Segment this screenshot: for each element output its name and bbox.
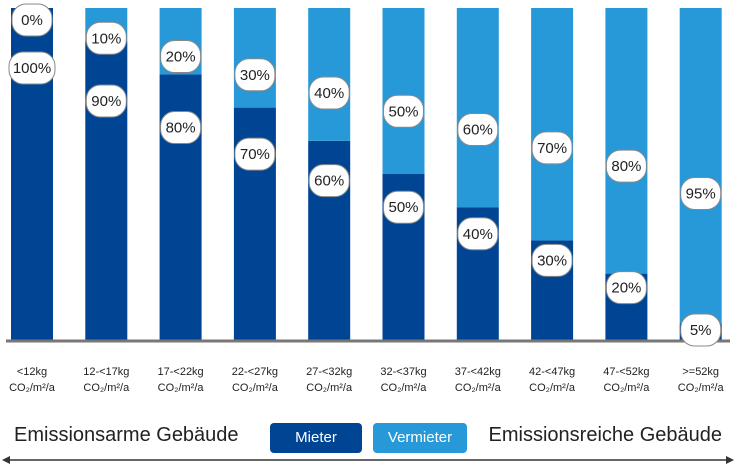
value-label-mieter: 50% <box>383 190 424 224</box>
svg-text:90%: 90% <box>91 93 121 110</box>
x-tick-label: 12-<17kg <box>83 366 129 378</box>
svg-text:30%: 30% <box>240 67 270 84</box>
bar-vermieter <box>308 8 351 141</box>
svg-text:80%: 80% <box>611 158 641 175</box>
emission-arrow <box>2 456 734 464</box>
x-tick-label: 17-<22kg <box>158 366 204 378</box>
x-tick-unit-label: CO₂/m²/a <box>158 382 205 394</box>
value-label-vermieter: 80% <box>605 149 647 183</box>
x-tick-label: 22-<27kg <box>232 366 278 378</box>
stacked-bar-chart: 0% 100% 10% 90% 20% 80% 30% 70% 40% 60% 50% 50% 60% 4… <box>6 3 730 394</box>
svg-text:100%: 100% <box>13 60 51 77</box>
svg-text:70%: 70% <box>537 140 567 157</box>
x-tick-unit-label: CO₂/m²/a <box>83 382 130 394</box>
value-label-vermieter: 0% <box>11 3 53 37</box>
svg-text:10%: 10% <box>91 30 121 47</box>
x-tick-label: <12kg <box>17 366 47 378</box>
svg-text:40%: 40% <box>314 85 344 102</box>
x-tick-label: 27-<32kg <box>306 366 352 378</box>
svg-text:40%: 40% <box>463 226 493 243</box>
value-label-vermieter: 95% <box>680 176 722 210</box>
legend-mieter: Mieter <box>270 423 362 453</box>
value-label-mieter: 5% <box>680 313 722 347</box>
x-tick-label: 32-<37kg <box>380 366 426 378</box>
x-tick-unit-label: CO₂/m²/a <box>9 382 56 394</box>
x-tick-unit-label: CO₂/m²/a <box>232 382 279 394</box>
x-tick-unit-label: CO₂/m²/a <box>381 382 428 394</box>
svg-text:30%: 30% <box>537 252 567 269</box>
svg-text:80%: 80% <box>166 120 196 137</box>
svg-text:0%: 0% <box>21 12 43 29</box>
x-tick-unit-label: CO₂/m²/a <box>306 382 353 394</box>
bar-vermieter <box>531 8 574 241</box>
value-label-mieter: 90% <box>85 84 127 118</box>
bottom-legend-row: Emissionsarme Gebäude Mieter Vermieter E… <box>0 420 736 456</box>
svg-text:20%: 20% <box>611 280 641 297</box>
value-label-mieter: 70% <box>234 137 276 171</box>
value-label-mieter: 20% <box>605 271 647 305</box>
x-tick-label: 37-<42kg <box>455 366 501 378</box>
value-label-vermieter: 50% <box>383 94 424 128</box>
legend-vermieter: Vermieter <box>373 423 467 453</box>
bar-vermieter <box>679 8 722 324</box>
svg-text:95%: 95% <box>686 185 716 202</box>
x-tick-unit-label: CO₂/m²/a <box>603 382 650 394</box>
x-tick-label: >=52kg <box>682 366 719 378</box>
bar-vermieter <box>233 8 276 108</box>
x-tick-unit-label: CO₂/m²/a <box>529 382 576 394</box>
value-label-vermieter: 40% <box>308 76 350 110</box>
value-label-mieter: 40% <box>457 217 499 251</box>
x-tick-unit-label: CO₂/m²/a <box>678 382 725 394</box>
bar-vermieter <box>456 8 499 208</box>
x-tick-label: 47-<52kg <box>603 366 649 378</box>
svg-text:5%: 5% <box>690 322 712 339</box>
value-label-vermieter: 30% <box>234 58 276 92</box>
value-label-mieter: 100% <box>8 51 56 85</box>
x-tick-label: 42-<47kg <box>529 366 575 378</box>
svg-text:70%: 70% <box>240 146 270 163</box>
svg-text:60%: 60% <box>463 122 493 139</box>
bar-vermieter <box>382 8 425 174</box>
value-label-vermieter: 10% <box>85 21 127 55</box>
bar-vermieter <box>605 8 648 274</box>
value-label-vermieter: 70% <box>531 131 573 165</box>
svg-text:60%: 60% <box>314 173 344 190</box>
value-label-mieter: 80% <box>160 111 202 145</box>
value-label-vermieter: 60% <box>457 113 499 147</box>
value-label-mieter: 60% <box>308 164 350 198</box>
high-emission-label: Emissionsreiche Gebäude <box>488 424 722 446</box>
value-label-vermieter: 20% <box>160 40 202 74</box>
svg-text:20%: 20% <box>166 49 196 66</box>
svg-text:50%: 50% <box>388 199 418 216</box>
low-emission-label: Emissionsarme Gebäude <box>14 424 239 446</box>
value-label-mieter: 30% <box>531 243 573 277</box>
svg-text:50%: 50% <box>388 103 418 120</box>
x-tick-unit-label: CO₂/m²/a <box>455 382 502 394</box>
